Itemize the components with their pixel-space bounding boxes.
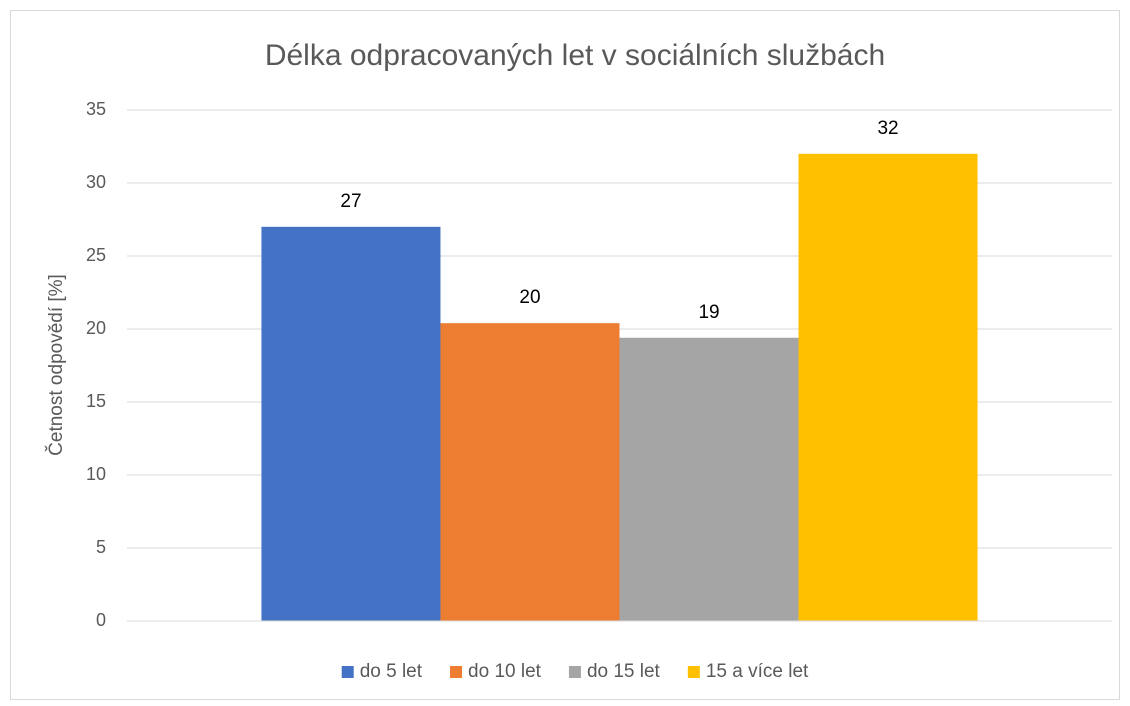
data-label: 27: [340, 191, 361, 212]
data-label: 20: [519, 287, 540, 308]
y-tick-label: 20: [86, 318, 106, 338]
legend-swatch: [687, 666, 700, 678]
legend-label: do 5 let: [360, 661, 423, 682]
y-tick-label: 30: [86, 172, 106, 192]
y-tick-label: 35: [86, 99, 106, 119]
chart-title: Délka odpracovaných let v sociálních slu…: [265, 39, 885, 72]
bar: [440, 323, 620, 621]
y-tick-label: 5: [96, 537, 106, 557]
legend-label: 15 a více let: [706, 661, 809, 682]
legend-swatch: [450, 666, 463, 678]
data-label: 32: [877, 118, 898, 139]
y-tick-label: 25: [86, 245, 106, 265]
y-tick-label: 10: [86, 464, 106, 484]
y-tick-label: 15: [86, 391, 106, 411]
bar: [619, 337, 799, 621]
bar: [798, 153, 978, 622]
data-label: 19: [698, 302, 719, 323]
y-tick-label: 0: [96, 610, 106, 630]
bar: [261, 226, 441, 622]
y-axis-title: Četnost odpovědí [%]: [45, 274, 67, 456]
legend-label: do 10 let: [468, 661, 542, 682]
legend-swatch: [568, 666, 581, 678]
legend-label: do 15 let: [587, 661, 661, 682]
legend-swatch: [341, 666, 354, 678]
